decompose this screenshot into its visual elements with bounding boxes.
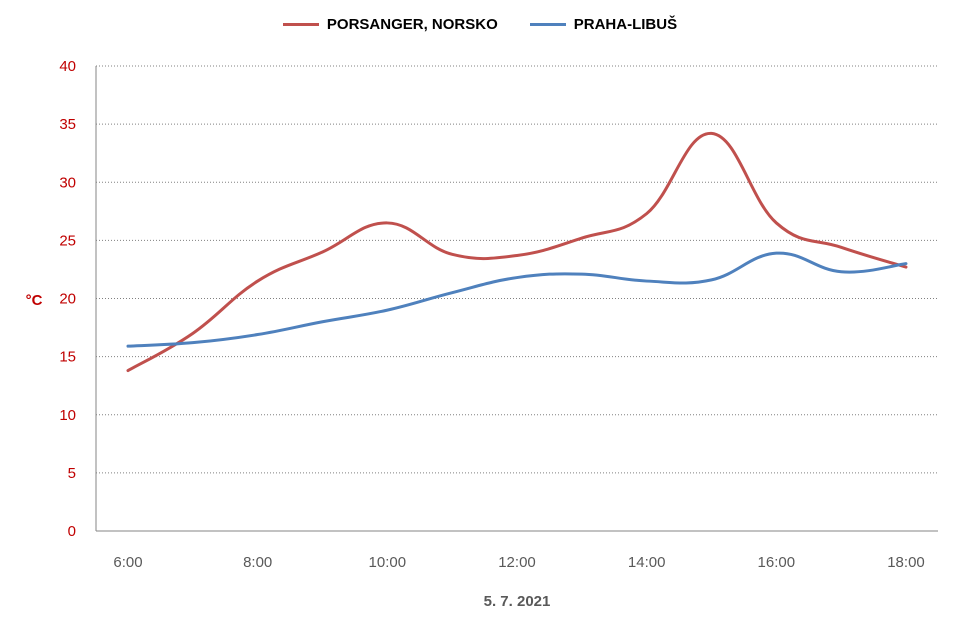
y-tick-label: 40 — [59, 58, 76, 75]
legend-label-porsanger: PORSANGER, NORSKO — [326, 16, 498, 33]
y-tick-label: 30 — [59, 174, 76, 191]
x-tick-label: 10:00 — [369, 554, 407, 571]
x-tick-label: 16:00 — [758, 554, 796, 571]
y-tick-label: 0 — [68, 523, 76, 540]
x-tick-label: 14:00 — [628, 554, 666, 571]
legend-swatch-praha — [529, 23, 566, 26]
legend-swatch-porsanger — [282, 23, 319, 26]
x-tick-label: 6:00 — [113, 554, 142, 571]
series-line-1 — [126, 251, 908, 348]
x-tick-label: 18:00 — [887, 554, 925, 571]
legend: PORSANGER, NORSKO PRAHA-LIBUŠ — [0, 16, 960, 33]
legend-item-praha: PRAHA-LIBUŠ — [529, 16, 678, 33]
y-tick-label: 20 — [59, 291, 76, 308]
y-tick-label: 15 — [59, 349, 76, 366]
x-tick-label: 8:00 — [243, 554, 272, 571]
y-tick-label: 25 — [59, 232, 76, 249]
x-axis-label: 5. 7. 2021 — [484, 593, 551, 610]
y-tick-label: 35 — [59, 116, 76, 133]
x-tick-label: 12:00 — [498, 554, 536, 571]
legend-label-praha: PRAHA-LIBUŠ — [573, 16, 678, 33]
series-line-0 — [126, 131, 908, 373]
y-axis-label: °C — [26, 292, 43, 309]
y-tick-label: 5 — [68, 465, 76, 482]
legend-item-porsanger: PORSANGER, NORSKO — [282, 16, 498, 33]
y-tick-label: 10 — [59, 407, 76, 424]
